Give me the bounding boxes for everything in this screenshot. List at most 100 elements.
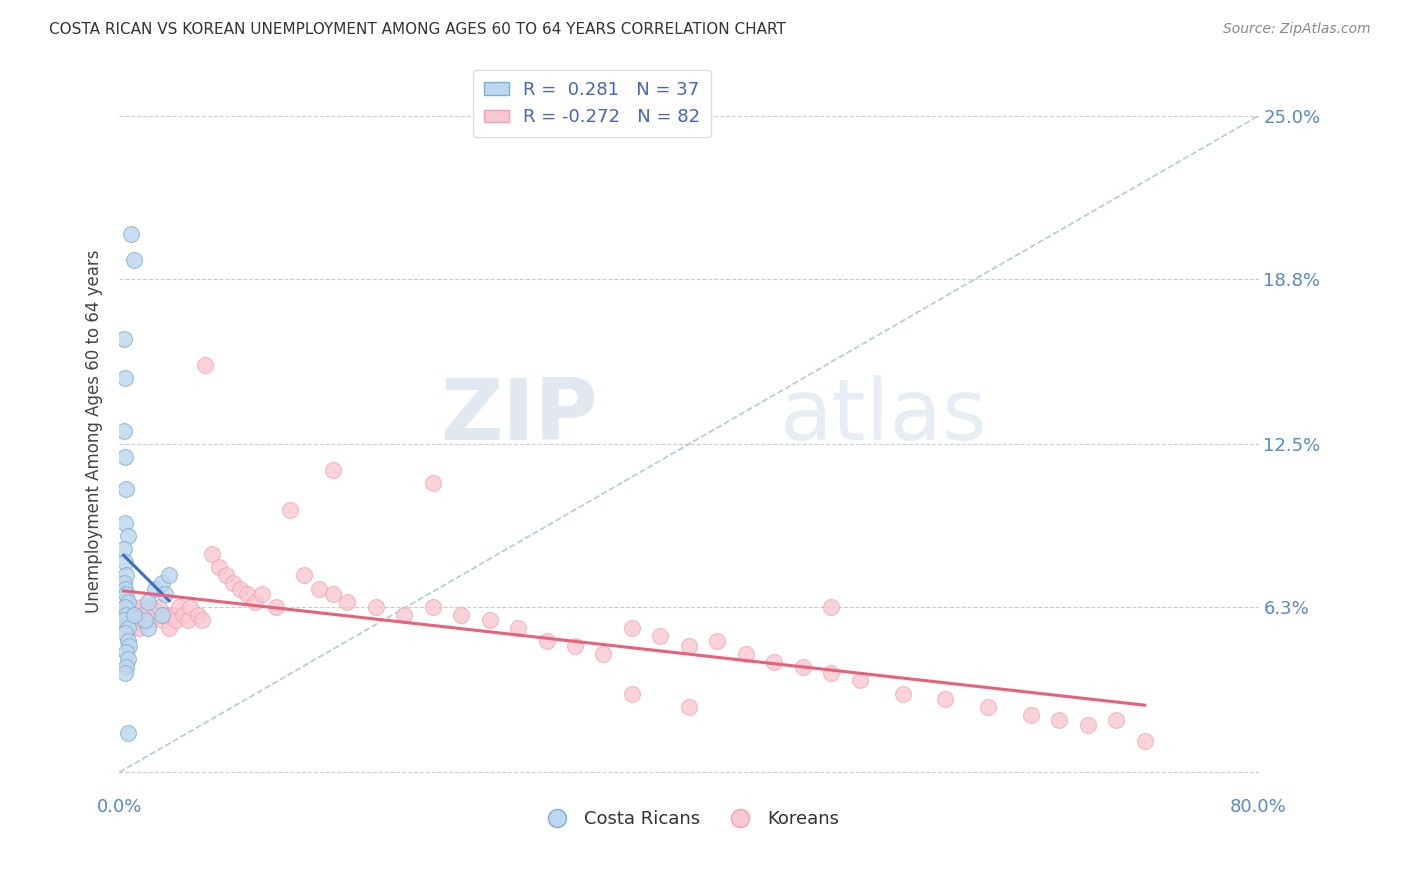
Point [136,594,159,608]
Point [678,699,700,714]
Legend: Costa Ricans, Koreans: Costa Ricans, Koreans [531,803,846,835]
Text: atlas: atlas [780,375,988,458]
Point [117,529,139,543]
Point [336,594,359,608]
Point [243,594,266,608]
Point [478,613,501,627]
Text: ZIP: ZIP [440,375,598,458]
Point [229,582,252,596]
Point [1077,718,1099,732]
Point [620,687,643,701]
Point [122,599,145,614]
Point [112,332,135,346]
Point [157,621,180,635]
Point [127,613,149,627]
Point [114,599,136,614]
Point [322,463,344,477]
Point [115,607,138,622]
Point [131,607,153,622]
Point [150,607,173,622]
Point [148,599,170,614]
Point [114,371,136,385]
Point [450,607,472,622]
Point [706,634,728,648]
Point [934,691,956,706]
Point [977,699,1000,714]
Point [891,687,914,701]
Point [118,613,141,627]
Point [763,655,786,669]
Point [176,613,198,627]
Point [118,640,141,654]
Point [114,665,136,680]
Point [187,607,209,622]
Point [136,621,159,635]
Point [150,613,173,627]
Point [136,599,159,614]
Point [117,726,139,740]
Point [208,560,231,574]
Point [117,652,139,666]
Point [735,647,758,661]
Point [506,621,529,635]
Point [134,613,156,627]
Point [115,613,138,627]
Point [564,640,586,654]
Point [114,516,136,530]
Point [392,607,415,622]
Point [849,673,872,688]
Point [678,640,700,654]
Point [112,599,135,614]
Point [1019,707,1042,722]
Point [592,647,614,661]
Point [124,602,146,616]
Point [264,599,287,614]
Point [112,542,135,557]
Point [117,607,139,622]
Point [114,555,136,569]
Point [115,644,138,658]
Point [150,576,173,591]
Point [536,634,558,648]
Point [146,607,169,622]
Point [112,613,135,627]
Y-axis label: Unemployment Among Ages 60 to 64 years: Unemployment Among Ages 60 to 64 years [86,249,103,613]
Point [165,613,187,627]
Point [215,568,238,582]
Point [122,253,145,268]
Point [236,587,259,601]
Point [422,476,444,491]
Point [153,607,176,622]
Point [114,626,136,640]
Point [120,602,142,616]
Point [792,660,814,674]
Point [115,660,138,674]
Text: Source: ZipAtlas.com: Source: ZipAtlas.com [1223,22,1371,37]
Point [194,359,217,373]
Point [143,582,166,596]
Point [167,599,190,614]
Point [134,607,156,622]
Point [122,607,145,622]
Point [132,613,155,627]
Point [117,621,139,635]
Point [125,607,148,622]
Point [115,568,138,582]
Point [112,424,135,438]
Point [308,582,330,596]
Point [143,602,166,616]
Point [121,607,143,622]
Point [620,621,643,635]
Point [820,665,842,680]
Point [162,607,184,622]
Point [179,599,201,614]
Point [278,502,301,516]
Point [1105,713,1128,727]
Point [250,587,273,601]
Point [422,599,444,614]
Point [120,621,142,635]
Point [114,582,136,596]
Point [115,482,138,496]
Point [153,587,176,601]
Point [115,587,138,601]
